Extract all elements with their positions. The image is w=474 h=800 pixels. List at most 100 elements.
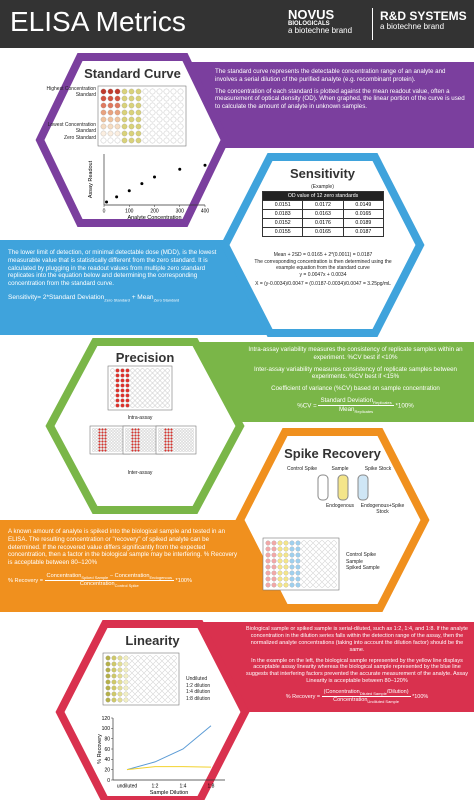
well: [160, 398, 165, 403]
well: [331, 582, 337, 588]
well: [115, 388, 120, 393]
well: [121, 123, 128, 130]
well: [117, 691, 123, 697]
note: (Example): [311, 184, 334, 190]
well: [158, 428, 161, 431]
plate-label: Intra-assay: [127, 415, 153, 421]
well: [149, 437, 152, 440]
well: [160, 378, 165, 383]
well: [146, 440, 149, 443]
well: [120, 378, 125, 383]
well: [142, 123, 149, 130]
well: [117, 685, 123, 691]
well: [188, 443, 191, 446]
well: [295, 540, 301, 546]
well: [165, 667, 171, 673]
well: [119, 431, 122, 434]
well: [155, 373, 160, 378]
formula-sub: Replicates: [354, 409, 374, 415]
x-tick-label: 100: [125, 209, 134, 215]
well: [170, 434, 173, 437]
well: [313, 546, 319, 552]
well: [125, 449, 128, 452]
well: [92, 440, 95, 443]
well: [111, 679, 117, 685]
well: [153, 685, 159, 691]
well: [170, 428, 173, 431]
well: [156, 130, 163, 137]
well: [113, 428, 116, 431]
well: [100, 109, 107, 116]
well: [155, 388, 160, 393]
well: [165, 685, 171, 691]
well: [165, 378, 170, 383]
well: [110, 378, 115, 383]
well: [117, 661, 123, 667]
well: [131, 446, 134, 449]
well: [131, 440, 134, 443]
well: [176, 434, 179, 437]
well: [283, 552, 289, 558]
formula: Sensitivity= 2*Standard DeviationZero St…: [8, 294, 223, 302]
well: [120, 403, 125, 408]
well: [116, 443, 119, 446]
well: [182, 446, 185, 449]
formula-part: Concentration: [46, 572, 82, 579]
well: [140, 378, 145, 383]
plate: [97, 85, 187, 147]
well: [152, 446, 155, 449]
well: [170, 137, 177, 144]
well: [179, 449, 182, 452]
well: [160, 368, 165, 373]
well: [110, 446, 113, 449]
well: [170, 95, 177, 102]
well: [301, 546, 307, 552]
well: [283, 576, 289, 582]
well: [111, 655, 117, 661]
well: [129, 667, 135, 673]
well: [146, 437, 149, 440]
well: [146, 443, 149, 446]
well: [125, 443, 128, 446]
well: [153, 667, 159, 673]
well: [171, 667, 177, 673]
well: [160, 393, 165, 398]
well: [301, 576, 307, 582]
well: [188, 446, 191, 449]
well: [128, 446, 131, 449]
well: [95, 428, 98, 431]
well: [120, 368, 125, 373]
well: [101, 446, 104, 449]
x-tick-label: 0: [103, 209, 106, 215]
well: [141, 667, 147, 673]
formula-part: Standard Deviation: [320, 396, 374, 404]
well: [173, 437, 176, 440]
well: [331, 552, 337, 558]
well: [164, 449, 167, 452]
well: [100, 102, 107, 109]
well: [289, 540, 295, 546]
formula-part: Concentration: [333, 697, 368, 704]
well: [140, 443, 143, 446]
well: [289, 558, 295, 564]
well: [170, 431, 173, 434]
well: [95, 431, 98, 434]
well: [171, 655, 177, 661]
well: [185, 428, 188, 431]
well: [125, 440, 128, 443]
well: [143, 443, 146, 446]
well: [135, 655, 141, 661]
well: [147, 679, 153, 685]
formula: % Recovery = ConcentrationSpiked Sample …: [8, 573, 240, 588]
well: [171, 691, 177, 697]
well: [145, 393, 150, 398]
well: [120, 388, 125, 393]
well: [176, 431, 179, 434]
well: [100, 88, 107, 95]
well: [152, 434, 155, 437]
well: [173, 440, 176, 443]
well: [119, 449, 122, 452]
well: [155, 383, 160, 388]
well: [135, 398, 140, 403]
well: [135, 388, 140, 393]
